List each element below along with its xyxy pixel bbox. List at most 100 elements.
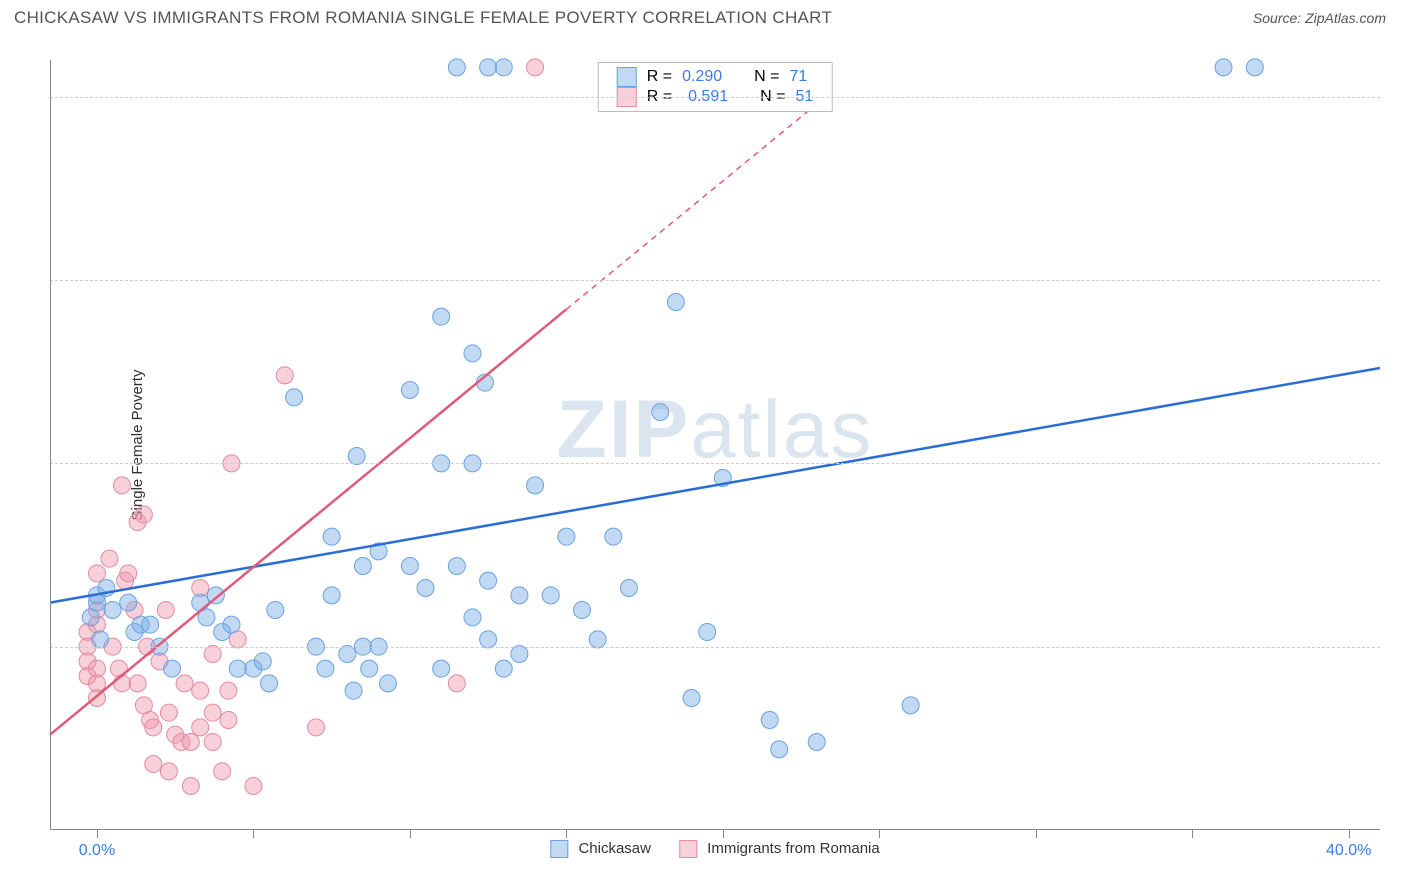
scatter-point	[511, 587, 528, 604]
trendline	[50, 309, 566, 734]
scatter-point	[902, 697, 919, 714]
scatter-point	[433, 660, 450, 677]
legend-swatch-1	[550, 840, 568, 858]
x-tick	[723, 830, 724, 838]
scatter-point	[448, 675, 465, 692]
legend-item-1: Chickasaw	[550, 840, 651, 858]
scatter-point	[113, 477, 130, 494]
scatter-point	[220, 682, 237, 699]
scatter-point	[207, 587, 224, 604]
legend-item-2: Immigrants from Romania	[679, 840, 880, 858]
scatter-point	[589, 631, 606, 648]
trendline	[50, 368, 1380, 603]
scatter-point	[620, 580, 637, 597]
scatter-point	[323, 528, 340, 545]
legend-label-2: Immigrants from Romania	[707, 840, 880, 857]
x-axis-line	[50, 829, 1380, 830]
y-tick-label: 50.0%	[1390, 454, 1406, 472]
y-tick-label: 100.0%	[1390, 88, 1406, 106]
scatter-point	[182, 778, 199, 795]
x-tick-label: 40.0%	[1326, 842, 1371, 860]
gridline	[50, 647, 1380, 648]
x-tick	[253, 830, 254, 838]
chart-title: CHICKASAW VS IMMIGRANTS FROM ROMANIA SIN…	[14, 8, 832, 28]
scatter-point	[1246, 59, 1263, 76]
scatter-point	[417, 580, 434, 597]
scatter-point	[464, 609, 481, 626]
scatter-point	[605, 528, 622, 545]
scatter-point	[157, 602, 174, 619]
scatter-point	[448, 558, 465, 575]
scatter-point	[558, 528, 575, 545]
stats-r-value-1: 0.290	[682, 68, 722, 86]
scatter-point	[245, 778, 262, 795]
stats-box: R = 0.290 N = 71 R = 0.591 N = 51	[598, 62, 833, 112]
scatter-point	[160, 704, 177, 721]
scatter-point	[308, 719, 325, 736]
gridline	[50, 463, 1380, 464]
stats-row-1: R = 0.290 N = 71	[617, 67, 814, 87]
scatter-point	[88, 565, 105, 582]
scatter-point	[699, 624, 716, 641]
scatter-point	[683, 690, 700, 707]
scatter-point	[761, 712, 778, 729]
scatter-point	[401, 382, 418, 399]
scatter-point	[771, 741, 788, 758]
scatter-point	[511, 646, 528, 663]
stats-r-label-1: R =	[647, 68, 672, 86]
scatter-point	[448, 59, 465, 76]
scatter-point	[480, 572, 497, 589]
scatter-point	[348, 448, 365, 465]
scatter-point	[145, 756, 162, 773]
scatter-point	[192, 682, 209, 699]
scatter-point	[464, 345, 481, 362]
x-tick	[1036, 830, 1037, 838]
scatter-point	[401, 558, 418, 575]
scatter-point	[808, 734, 825, 751]
scatter-point	[345, 682, 362, 699]
scatter-point	[182, 734, 199, 751]
scatter-point	[142, 616, 159, 633]
scatter-point	[495, 59, 512, 76]
scatter-point	[214, 763, 231, 780]
gridline	[50, 97, 1380, 98]
scatter-point	[361, 660, 378, 677]
x-tick-label: 0.0%	[79, 842, 115, 860]
scatter-point	[160, 763, 177, 780]
scatter-point	[286, 389, 303, 406]
scatter-point	[480, 631, 497, 648]
scatter-point	[145, 719, 162, 736]
bottom-legend: Chickasaw Immigrants from Romania	[550, 840, 879, 858]
y-axis-line	[50, 60, 51, 830]
gridline	[50, 280, 1380, 281]
scatter-point	[204, 704, 221, 721]
scatter-point	[574, 602, 591, 619]
scatter-point	[254, 653, 271, 670]
x-tick	[879, 830, 880, 838]
scatter-point	[1215, 59, 1232, 76]
scatter-point	[82, 609, 99, 626]
scatter-point	[339, 646, 356, 663]
scatter-point	[204, 734, 221, 751]
scatter-point	[223, 616, 240, 633]
plot-region: ZIPatlas R = 0.290 N = 71 R = 0.591 N = …	[50, 60, 1380, 830]
scatter-point	[527, 59, 544, 76]
scatter-point	[101, 550, 118, 567]
scatter-point	[480, 59, 497, 76]
x-tick	[97, 830, 98, 838]
scatter-point	[317, 660, 334, 677]
scatter-point	[354, 558, 371, 575]
scatter-point	[379, 675, 396, 692]
scatter-point	[120, 565, 137, 582]
scatter-point	[164, 660, 181, 677]
scatter-point	[667, 294, 684, 311]
y-tick-label: 75.0%	[1390, 271, 1406, 289]
scatter-point	[652, 404, 669, 421]
title-bar: CHICKASAW VS IMMIGRANTS FROM ROMANIA SIN…	[0, 0, 1406, 32]
scatter-point	[92, 631, 109, 648]
chart-area: Single Female Poverty ZIPatlas R = 0.290…	[50, 60, 1380, 830]
scatter-point	[267, 602, 284, 619]
stats-n-value-1: 71	[789, 68, 807, 86]
scatter-point	[176, 675, 193, 692]
stats-swatch-1	[617, 67, 637, 87]
